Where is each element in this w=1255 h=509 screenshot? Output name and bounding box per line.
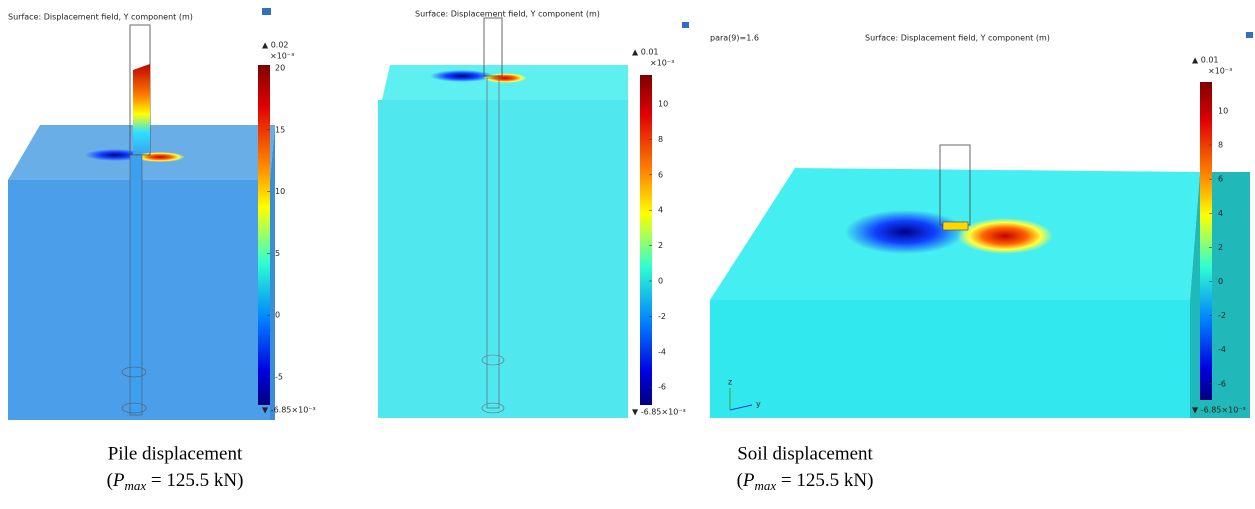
tick-label: 10 [1218, 107, 1228, 116]
caption-symbol: P [742, 470, 755, 491]
colorbar [1200, 82, 1212, 400]
caption-part: = 125.5 kN) [146, 470, 243, 491]
panel-soil-front: Surface: Displacement field, Y component… [378, 10, 689, 419]
tick-label: -4 [658, 347, 666, 356]
tick-label: 0 [1218, 277, 1223, 286]
front-face [378, 100, 628, 418]
caption-line: Soil displacement [737, 443, 873, 464]
tick-label: -6 [1218, 379, 1226, 388]
spot [957, 218, 1053, 254]
tick-label: 10 [658, 100, 668, 109]
caption-subscript: max [755, 478, 777, 493]
corner-label: para(9)=1.6 [710, 34, 759, 43]
tick-label: 15 [275, 125, 285, 134]
spot [845, 210, 965, 254]
figure: Surface: Displacement field, Y component… [0, 0, 1255, 504]
pile [133, 64, 150, 155]
tick-label: -2 [1218, 311, 1226, 320]
max-label: ▲ 0.02 [262, 41, 289, 50]
min-label: ▼ -6.85×10⁻³ [632, 408, 686, 417]
caption-subscript: max [125, 478, 147, 493]
tick-label: 8 [658, 135, 663, 144]
colorbar [640, 75, 652, 405]
captions: Pile displacement (Pmax = 125.5 kN) Soil d… [107, 443, 874, 493]
axis-label: y [756, 400, 761, 409]
tick-label: -2 [658, 312, 666, 321]
exponent: ×10⁻³ [1208, 67, 1232, 76]
tick-label: 5 [275, 249, 280, 258]
tick-label: 4 [1218, 209, 1223, 218]
tick-label: 2 [1218, 243, 1223, 252]
exponent: ×10⁻³ [270, 52, 294, 61]
tick-label: -4 [1218, 345, 1226, 354]
pile-head [943, 222, 968, 230]
front-face [710, 300, 1190, 418]
panel-title: Surface: Displacement field, Y component… [415, 10, 600, 19]
axis-label: z [728, 378, 732, 387]
exponent: ×10⁻³ [650, 59, 674, 68]
colorbar [258, 65, 270, 405]
tick-label: 8 [1218, 141, 1223, 150]
panel-title: Surface: Displacement field, Y component… [865, 34, 1050, 43]
caption-part: = 125.5 kN) [776, 470, 873, 491]
tick-label: -5 [275, 373, 283, 382]
tick-label: 0 [275, 311, 280, 320]
tick-label: 10 [275, 187, 285, 196]
tick-label: 20 [275, 64, 285, 73]
tick-label: 2 [658, 241, 663, 250]
caption-line: (Pmax = 125.5 kN) [107, 470, 244, 493]
caption-line: Pile displacement [108, 443, 243, 464]
body: Surface: Displacement field, Y component… [0, 0, 1255, 504]
tick-label: 6 [658, 170, 663, 179]
tick-label: 6 [1218, 175, 1223, 184]
caption-line: (Pmax = 125.5 kN) [737, 470, 874, 493]
icon [262, 8, 271, 15]
tick-label: 4 [658, 206, 663, 215]
max-label: ▲ 0.01 [632, 48, 659, 57]
caption-symbol: P [112, 470, 125, 491]
icon [682, 22, 689, 28]
icon [1246, 32, 1253, 38]
panel-pile: Surface: Displacement field, Y component… [0, 0, 316, 420]
page: {"panels": [ {"title": "Surface: Displac… [0, 0, 1255, 504]
min-label: ▼ -6.85×10⁻³ [1192, 406, 1246, 415]
min-label: ▼ -6.85×10⁻³ [262, 406, 316, 415]
panel-soil-3d: z y para(9)=1.6 Surface: Displacement fi… [710, 32, 1253, 418]
panel-title: Surface: Displacement field, Y component… [8, 13, 193, 22]
tick-label: 0 [658, 277, 663, 286]
tick-label: -6 [658, 383, 666, 392]
max-label: ▲ 0.01 [1192, 56, 1219, 65]
spot [135, 152, 185, 162]
